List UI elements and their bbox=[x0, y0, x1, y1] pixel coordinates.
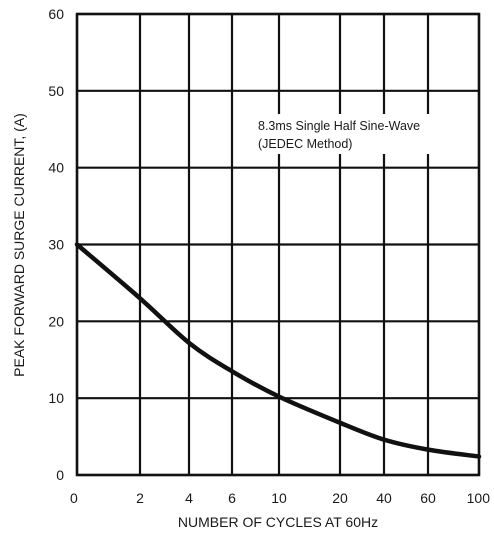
annotation-line-2: (JEDEC Method) bbox=[258, 137, 352, 151]
grid-lines bbox=[75, 12, 481, 477]
x-tick-label: 2 bbox=[136, 490, 144, 506]
x-tick-label: 0 bbox=[70, 490, 78, 506]
y-tick-label: 50 bbox=[48, 83, 64, 99]
annotation-background bbox=[252, 114, 464, 154]
x-tick-label: 10 bbox=[271, 490, 287, 506]
plot-frame bbox=[75, 12, 481, 477]
annotation-line-1: 8.3ms Single Half Sine-Wave bbox=[258, 119, 420, 133]
y-tick-label: 40 bbox=[48, 160, 64, 176]
x-tick-label: 6 bbox=[228, 490, 236, 506]
x-axis-label: NUMBER OF CYCLES AT 60Hz bbox=[178, 514, 378, 530]
x-tick-labels: 0 2 4 6 10 20 40 60 100 bbox=[70, 490, 490, 506]
x-tick-label: 20 bbox=[332, 490, 348, 506]
y-tick-label: 10 bbox=[48, 390, 64, 406]
y-tick-label: 0 bbox=[56, 467, 64, 483]
x-tick-label: 60 bbox=[420, 490, 436, 506]
y-tick-label: 60 bbox=[48, 6, 64, 22]
y-tick-labels: 0 10 20 30 40 50 60 bbox=[48, 6, 64, 483]
x-tick-label: 100 bbox=[467, 490, 491, 506]
y-tick-label: 30 bbox=[48, 237, 64, 253]
x-tick-label: 4 bbox=[185, 490, 193, 506]
x-tick-label: 40 bbox=[376, 490, 392, 506]
surge-current-curve bbox=[74, 242, 482, 459]
y-tick-label: 20 bbox=[48, 313, 64, 329]
y-axis-label: PEAK FORWARD SURGE CURRENT, (A) bbox=[11, 113, 27, 377]
